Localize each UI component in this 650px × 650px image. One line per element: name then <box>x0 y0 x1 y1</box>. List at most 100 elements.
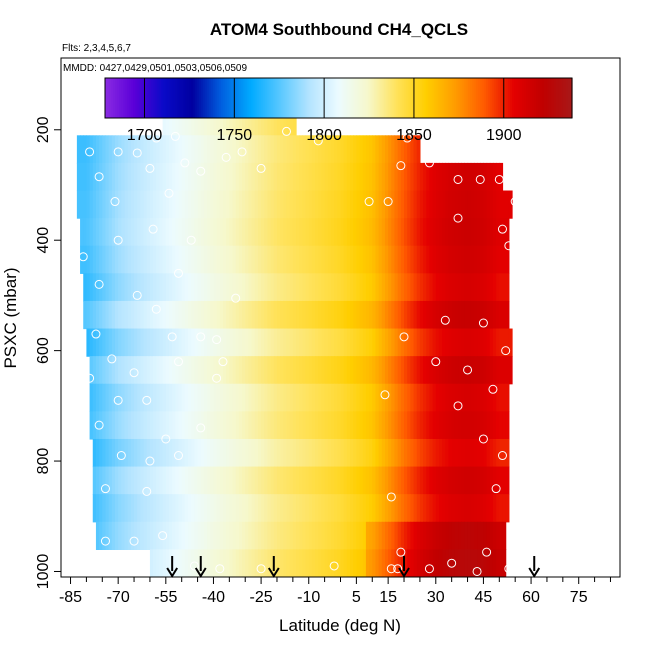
heatmap-cell <box>273 107 278 136</box>
heatmap-cell <box>458 190 462 219</box>
heatmap-cell <box>416 328 421 357</box>
heatmap-cell <box>289 162 294 192</box>
heatmap-cell <box>508 328 513 357</box>
heatmap-cell <box>381 300 386 330</box>
data-point <box>158 531 168 541</box>
heatmap-cell <box>105 300 110 330</box>
heatmap-cell <box>337 383 342 412</box>
heatmap-cell <box>451 494 456 523</box>
colorbar-segment <box>550 78 553 118</box>
heatmap-cell <box>400 411 405 440</box>
heatmap-cell <box>296 438 300 468</box>
heatmap-cell <box>330 383 335 412</box>
heatmap-cell <box>330 245 335 274</box>
heatmap-cell <box>442 438 446 468</box>
heatmap-cell <box>197 300 202 330</box>
heatmap-cell <box>473 383 478 412</box>
heatmap-cell <box>124 466 129 495</box>
heatmap-cell <box>308 162 313 192</box>
heatmap-cell <box>99 273 103 302</box>
heatmap-cell <box>111 411 116 440</box>
heatmap-cell <box>159 245 164 274</box>
heatmap-cell <box>108 328 113 357</box>
heatmap-cell <box>257 438 262 468</box>
heatmap-cell <box>423 356 427 385</box>
heatmap-cell <box>222 273 227 302</box>
heatmap-cell <box>261 190 265 219</box>
heatmap-cell <box>384 438 389 468</box>
heatmap-cell <box>381 245 386 274</box>
heatmap-cell <box>95 162 100 192</box>
heatmap-cell <box>207 162 211 192</box>
data-points <box>78 126 520 576</box>
colorbar <box>104 77 573 119</box>
heatmap-cell <box>381 190 386 219</box>
heatmap-cell <box>276 494 281 523</box>
heatmap-cell <box>394 411 399 440</box>
heatmap-cell <box>480 300 485 330</box>
heatmap-cell <box>315 190 319 219</box>
colorbar-segment <box>270 78 274 118</box>
colorbar-segment <box>570 78 573 118</box>
heatmap-cell <box>111 218 116 247</box>
heatmap-cell <box>302 494 307 523</box>
heatmap-cell <box>365 411 370 440</box>
colorbar-segment <box>402 78 405 118</box>
data-point <box>148 224 158 234</box>
heatmap-cell <box>280 190 284 219</box>
heatmap-cell <box>470 356 475 385</box>
heatmap-cell <box>365 549 370 577</box>
heatmap-cell <box>318 549 323 577</box>
heatmap-cell <box>168 190 173 219</box>
heatmap-cell <box>353 135 357 164</box>
data-point <box>491 484 501 494</box>
heatmap-cell <box>334 438 338 468</box>
heatmap-cell <box>178 162 183 192</box>
heatmap-cell <box>248 273 253 302</box>
heatmap-cell <box>318 411 323 440</box>
heatmap-cell <box>429 162 434 192</box>
colorbar-segment <box>486 78 489 118</box>
heatmap-cell <box>261 383 265 412</box>
heatmap-cell <box>324 190 329 219</box>
heatmap-cell <box>416 494 421 523</box>
heatmap-cell <box>340 328 345 357</box>
heatmap-cell <box>105 466 110 495</box>
heatmap-cell <box>184 521 189 550</box>
heatmap-cell <box>305 494 310 523</box>
heatmap-cell <box>378 494 383 523</box>
heatmap-cell <box>388 521 392 550</box>
heatmap-cell <box>159 494 164 523</box>
heatmap-cell <box>394 162 399 192</box>
heatmap-cell <box>372 190 377 219</box>
heatmap-cell <box>200 494 205 523</box>
heatmap-cell <box>372 356 377 385</box>
heatmap-cell <box>213 218 218 247</box>
heatmap-cell <box>375 245 380 274</box>
heatmap-cell <box>165 438 170 468</box>
heatmap-cell <box>172 466 176 495</box>
heatmap-cell <box>321 549 326 577</box>
heatmap-cell <box>334 300 338 330</box>
heatmap-cell <box>175 549 180 577</box>
heatmap-cell <box>480 466 485 495</box>
heatmap-cell <box>435 245 440 274</box>
heatmap-cell <box>83 273 88 302</box>
heatmap-cell <box>238 245 243 274</box>
heatmap-cell <box>334 466 338 495</box>
heatmap-cell <box>200 411 205 440</box>
heatmap-cell <box>137 300 142 330</box>
heatmap-cell <box>483 438 488 468</box>
data-point <box>91 329 101 339</box>
heatmap-cell <box>108 356 113 385</box>
heatmap-cell <box>458 162 462 192</box>
heatmap-cell <box>283 356 288 385</box>
heatmap-cell <box>508 190 513 219</box>
heatmap-cell <box>273 135 278 164</box>
heatmap-cell <box>289 245 294 274</box>
heatmap-cell <box>102 190 107 219</box>
heatmap-cell <box>384 494 389 523</box>
heatmap-cell <box>470 549 475 577</box>
heatmap-cell <box>213 356 218 385</box>
heatmap-cell <box>162 494 167 523</box>
